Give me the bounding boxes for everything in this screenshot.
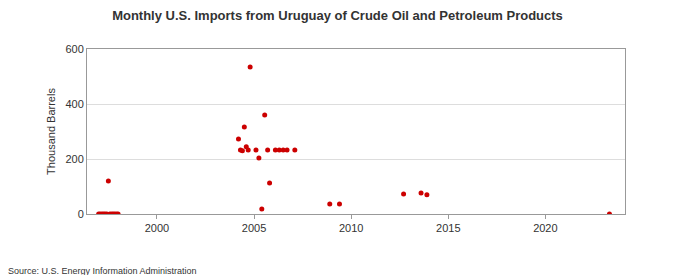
svg-text:2005: 2005: [242, 222, 266, 234]
svg-text:2020: 2020: [533, 222, 557, 234]
svg-text:400: 400: [65, 98, 83, 110]
svg-text:2000: 2000: [145, 222, 169, 234]
svg-text:2015: 2015: [436, 222, 460, 234]
svg-text:0: 0: [78, 208, 84, 220]
svg-text:Source: U.S. Energy Informatio: Source: U.S. Energy Information Administ…: [8, 266, 197, 275]
svg-text:Monthly U.S. Imports from Urug: Monthly U.S. Imports from Uruguay of Cru…: [112, 8, 563, 23]
svg-text:200: 200: [65, 153, 83, 165]
svg-text:600: 600: [65, 43, 83, 55]
svg-text:Thousand Barrels: Thousand Barrels: [45, 88, 57, 175]
svg-text:2010: 2010: [339, 222, 363, 234]
